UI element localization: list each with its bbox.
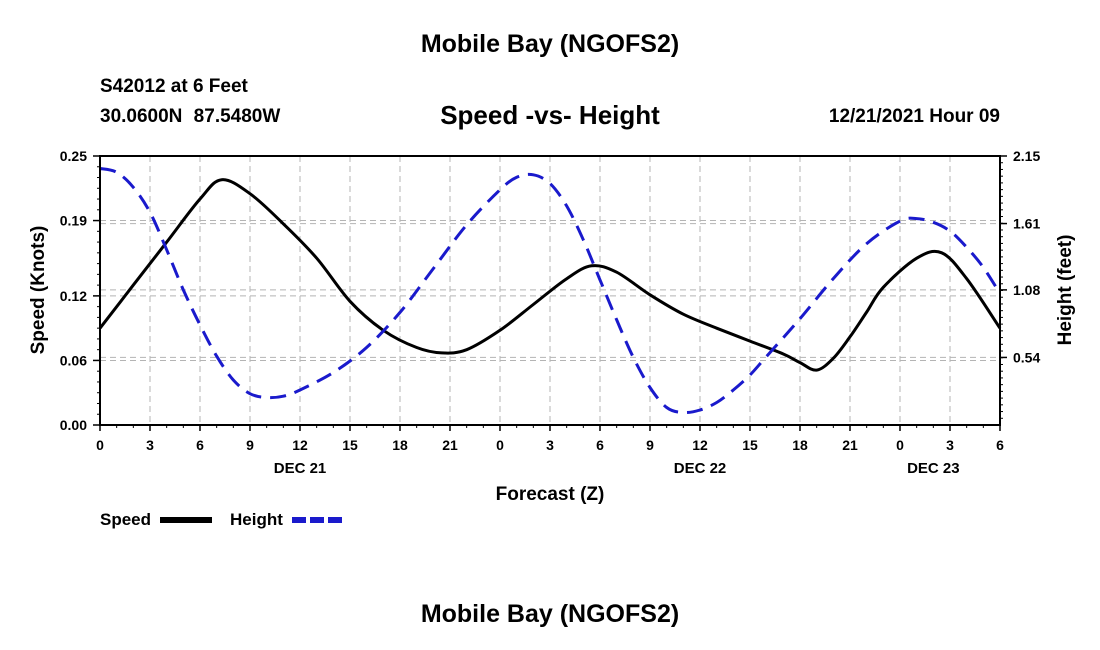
day-label: DEC 21 <box>274 460 327 477</box>
x-tick-label: 0 <box>896 437 904 453</box>
x-tick-label: 0 <box>496 437 504 453</box>
series-line-height <box>99 167 1002 415</box>
axis-ticks <box>93 155 1007 431</box>
x-tick-label: 3 <box>946 437 954 453</box>
x-tick-label: 3 <box>546 437 554 453</box>
axis-labels: 0 3 6 9 12 15 18 21 0 3 6 9 12 15 18 21 0 3 6 DEC 21 DEC 22 D… <box>60 148 1041 477</box>
y-tick-label-right: 0.54 <box>1013 349 1040 365</box>
y-tick-label-right: 1.08 <box>1013 282 1040 298</box>
x-tick-label: 21 <box>442 437 458 453</box>
y-tick-label-left: 0.25 <box>60 148 87 164</box>
x-tick-label: 3 <box>146 437 154 453</box>
x-tick-label: 6 <box>196 437 204 453</box>
chart-subtitle: Speed -vs- Height <box>440 100 660 130</box>
y-tick-label-left: 0.06 <box>60 352 87 368</box>
series-layer <box>98 167 1002 415</box>
x-tick-label: 12 <box>292 437 308 453</box>
x-tick-label: 12 <box>692 437 708 453</box>
x-tick-label: 21 <box>842 437 858 453</box>
x-tick-label: 6 <box>596 437 604 453</box>
day-label: DEC 23 <box>907 460 960 477</box>
x-tick-label: 9 <box>646 437 654 453</box>
y-tick-label-right: 1.61 <box>1013 216 1040 232</box>
x-axis-title: Forecast (Z) <box>496 484 605 505</box>
y-axis-title-left: Speed (Knots) <box>28 226 49 355</box>
x-tick-label: 9 <box>246 437 254 453</box>
legend-height-label: Height <box>230 510 283 529</box>
x-tick-label: 6 <box>996 437 1004 453</box>
x-tick-label: 15 <box>342 437 358 453</box>
day-label: DEC 22 <box>674 460 727 477</box>
grid-lines <box>100 156 1000 425</box>
chart-main-title: Mobile Bay (NGOFS2) <box>420 30 680 58</box>
repeated-chart-title: Mobile Bay (NGOFS2) <box>420 600 680 628</box>
y-tick-label-left: 0.12 <box>60 288 87 304</box>
station-coordinates: 30.0600N 87.5480W <box>100 106 281 127</box>
x-tick-label: 18 <box>792 437 808 453</box>
series-line-speed <box>98 178 1002 372</box>
y-tick-label-left: 0.19 <box>60 213 87 229</box>
forecast-datetime: 12/21/2021 Hour 09 <box>828 106 1000 127</box>
station-label: S42012 at 6 Feet <box>100 76 248 97</box>
legend-speed-label: Speed <box>100 510 152 529</box>
x-tick-label: 15 <box>742 437 758 453</box>
x-tick-label: 0 <box>96 437 104 453</box>
y-axis-title-right: Height (feet) <box>1055 235 1076 346</box>
y-tick-label-left: 0.00 <box>60 417 87 433</box>
x-tick-label: 18 <box>392 437 408 453</box>
y-tick-label-right: 2.15 <box>1013 148 1040 164</box>
